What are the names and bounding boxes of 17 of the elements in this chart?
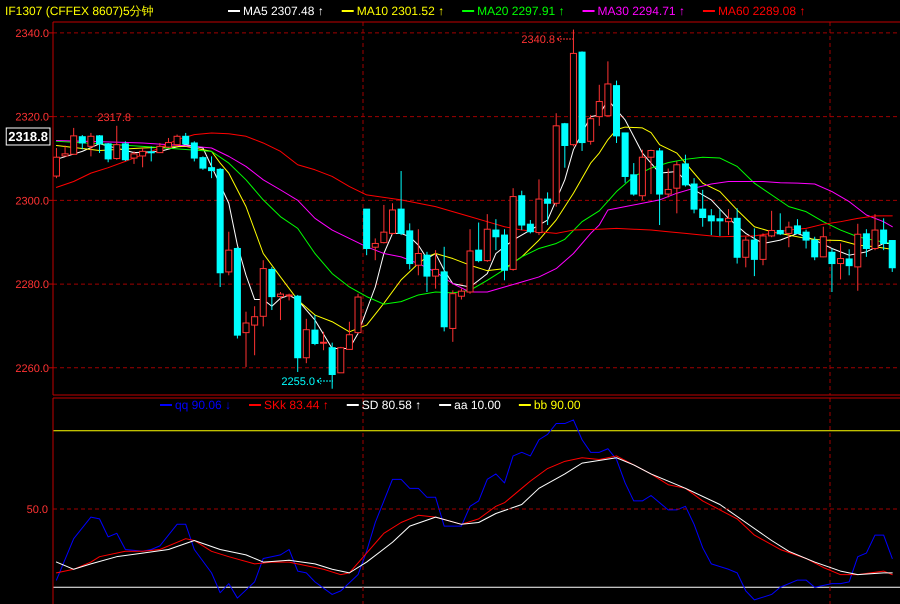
- legend-label: bb 90.00: [534, 398, 581, 412]
- legend-label: MA5 2307.48 ↑: [243, 4, 324, 18]
- y-tick-label: 2260.0: [15, 362, 49, 375]
- chart-title: IF1307 (CFFEX 8607)5分钟: [5, 4, 154, 18]
- y-tick-label: 2300.0: [15, 195, 49, 208]
- y-tick-label: 2340.0: [15, 28, 49, 40]
- legend-label: qq 90.06 ↓: [175, 398, 232, 412]
- legend-label: SKk 83.44 ↑: [264, 398, 329, 412]
- y-tick-label: 2280.0: [15, 279, 49, 292]
- annotation: 2317.8: [97, 112, 131, 124]
- annotation: 2340.8: [521, 34, 555, 46]
- text: 50.0: [26, 504, 48, 516]
- line-series: [56, 132, 893, 238]
- legend-label: aa 10.00: [454, 398, 502, 412]
- annotation: 2255.0: [281, 376, 315, 388]
- legend-label: SD 80.58 ↑: [362, 398, 422, 412]
- y-tick-label: 2320.0: [15, 112, 49, 124]
